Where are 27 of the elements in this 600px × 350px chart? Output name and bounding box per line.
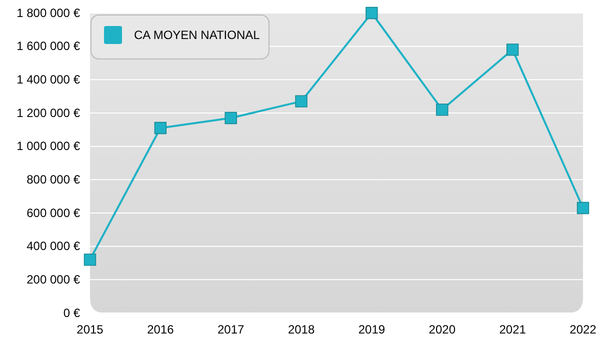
x-tick-label: 2021 [499,322,526,337]
y-tick-label: 0 € [63,306,80,320]
x-tick-label: 2019 [358,322,386,337]
point [576,202,590,214]
y-tick-label: 1 400 000 € [16,72,80,87]
point [506,44,519,56]
y-tick-label: 1 200 000 € [16,106,80,120]
x-tick-label: 2022 [570,322,597,337]
point [154,122,167,134]
x-tick-label: 2020 [428,322,456,337]
point [366,6,378,20]
y-tick-label: 1 800 000 € [16,6,80,20]
y-tick-label: 1 600 000 € [16,39,80,54]
y-tick-label: 200 000 € [26,272,80,287]
x-tick-label: 2018 [288,322,315,337]
point [295,95,308,108]
point [84,254,96,266]
point [436,104,448,116]
y-tick-label: 800 000 € [26,172,80,187]
x-tick-label: 2017 [218,322,245,337]
y-tick-label: 600 000 € [26,206,80,220]
y-tick-label: 400 000 € [26,239,80,254]
x-tick-label: 2016 [147,322,174,337]
legend-label: CA MOYEN NATIONAL [134,28,260,42]
x-tick-label: 2015 [76,322,104,337]
point [224,112,237,124]
y-tick-label: 1 000 000 € [16,139,80,154]
